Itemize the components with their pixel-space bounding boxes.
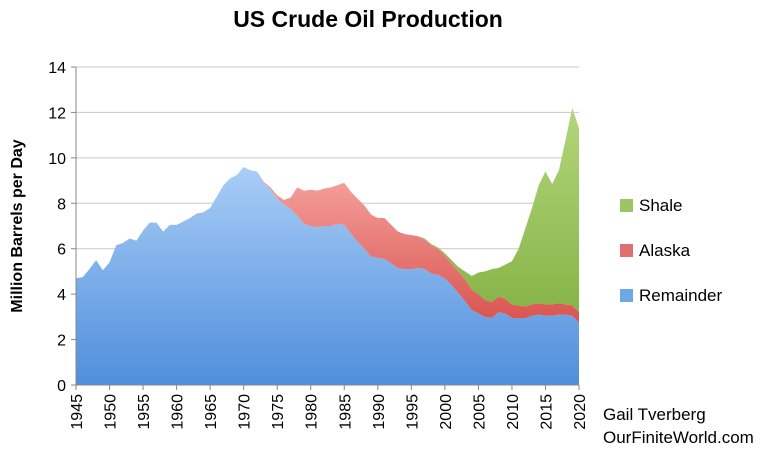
legend-swatch-shale <box>620 199 633 212</box>
x-tick-label: 1960 <box>170 394 187 430</box>
legend-swatch-alaska <box>620 244 633 257</box>
y-tick-labels: 0 2 4 6 8 10 12 14 <box>48 60 66 395</box>
y-axis-label: Million Barrels per Day <box>9 139 26 312</box>
x-tick-label: 1965 <box>203 394 220 430</box>
axes <box>71 66 580 390</box>
legend-label-remainder: Remainder <box>639 286 722 305</box>
x-tick-label: 1980 <box>304 394 321 430</box>
credit-author: Gail Tverberg <box>603 405 706 424</box>
x-tick-label: 2010 <box>505 394 522 430</box>
area-remainder <box>76 166 579 385</box>
area-shale <box>76 107 579 313</box>
x-tick-label: 2000 <box>438 394 455 430</box>
y-tick-label: 0 <box>57 378 66 395</box>
x-tick-label: 2015 <box>538 394 555 430</box>
legend: Shale Alaska Remainder <box>620 196 722 305</box>
y-tick-label: 2 <box>57 333 66 350</box>
x-tick-label: 1950 <box>103 394 120 430</box>
y-tick-label: 6 <box>57 242 66 259</box>
legend-label-alaska: Alaska <box>639 241 691 260</box>
credit-website: OurFiniteWorld.com <box>603 428 754 447</box>
area-alaska <box>76 166 579 323</box>
x-tick-labels: 1945 1950 1955 1960 1965 1970 1975 1980 1985 1990… <box>69 394 589 430</box>
y-tick-label: 12 <box>48 105 66 122</box>
x-tick-label: 2020 <box>572 394 589 430</box>
x-tick-label: 1985 <box>337 394 354 430</box>
x-tick-label: 2005 <box>471 394 488 430</box>
x-tick-label: 1955 <box>136 394 153 430</box>
y-tick-label: 10 <box>48 151 66 168</box>
x-tick-label: 1945 <box>69 394 86 430</box>
legend-swatch-remainder <box>620 289 633 302</box>
area-series <box>76 107 579 385</box>
y-tick-label: 14 <box>48 60 66 77</box>
legend-label-shale: Shale <box>639 196 682 215</box>
y-tick-label: 4 <box>57 287 66 304</box>
x-tick-label: 1970 <box>237 394 254 430</box>
chart-title: US Crude Oil Production <box>233 6 503 32</box>
y-tick-label: 8 <box>57 196 66 213</box>
x-tick-label: 1990 <box>371 394 388 430</box>
x-tick-label: 1975 <box>270 394 287 430</box>
x-tick-label: 1995 <box>404 394 421 430</box>
